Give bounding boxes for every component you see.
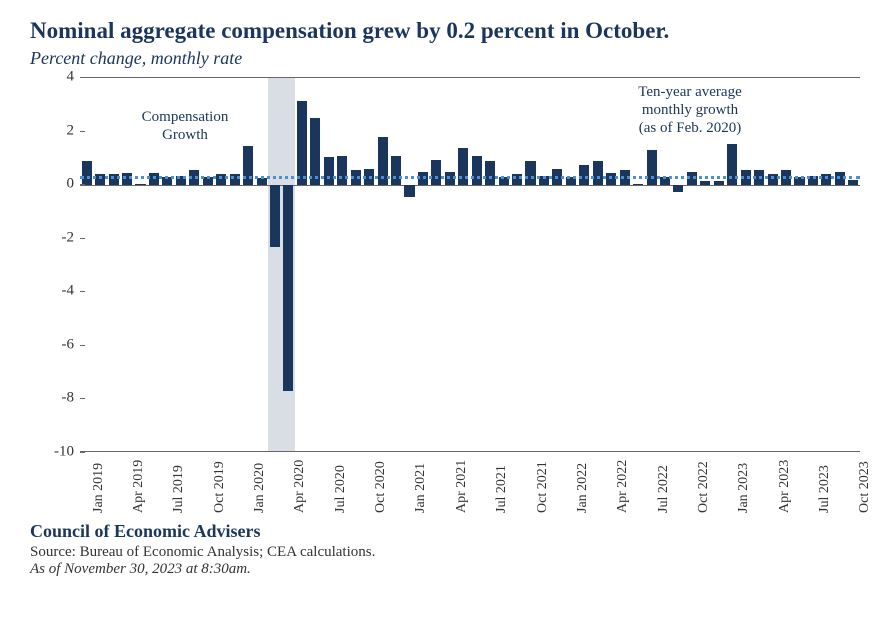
bar bbox=[673, 185, 683, 192]
bar bbox=[458, 148, 468, 186]
annotation-text: Compensation bbox=[142, 109, 229, 125]
bar bbox=[525, 161, 535, 185]
bar bbox=[297, 101, 307, 185]
y-tick-label: -6 bbox=[62, 336, 75, 353]
bar bbox=[283, 185, 293, 391]
x-tick-label: Apr 2019 bbox=[131, 460, 147, 513]
x-tick-label: Jul 2023 bbox=[817, 465, 833, 513]
x-tick-label: Jul 2022 bbox=[656, 465, 672, 513]
bar bbox=[431, 160, 441, 185]
y-tick-label: 0 bbox=[67, 176, 75, 193]
annotation-text: Growth bbox=[162, 127, 208, 143]
x-tick-label: Apr 2020 bbox=[292, 460, 308, 513]
x-tick-label: Apr 2022 bbox=[615, 460, 631, 513]
chart-subtitle: Percent change, monthly rate bbox=[30, 48, 865, 69]
y-tick-mark bbox=[80, 452, 85, 453]
bar bbox=[593, 161, 603, 185]
chart-area: -10-8-6-4-2024 Compensation Growth Ten-y… bbox=[30, 77, 865, 517]
chart-footer: Council of Economic Advisers Source: Bur… bbox=[30, 521, 865, 578]
x-tick-label: Jul 2019 bbox=[171, 465, 187, 513]
annotation-text: (as of Feb. 2020) bbox=[639, 120, 741, 136]
y-tick-mark bbox=[80, 398, 85, 399]
y-tick-mark bbox=[80, 291, 85, 292]
bar bbox=[391, 156, 401, 185]
x-tick-label: Jan 2019 bbox=[91, 463, 107, 513]
bar bbox=[485, 161, 495, 185]
y-tick-mark bbox=[80, 184, 85, 185]
bar bbox=[848, 180, 858, 185]
bar bbox=[472, 156, 482, 185]
bar bbox=[243, 146, 253, 185]
annotation-text: Ten-year average bbox=[638, 84, 741, 100]
y-tick-mark bbox=[80, 345, 85, 346]
zero-line bbox=[80, 185, 860, 186]
x-tick-label: Jan 2020 bbox=[252, 463, 268, 513]
y-tick-mark bbox=[80, 131, 85, 132]
bar bbox=[700, 181, 710, 185]
x-tick-label: Apr 2021 bbox=[454, 460, 470, 513]
plot-area: Compensation Growth Ten-year average mon… bbox=[80, 77, 860, 452]
x-tick-label: Oct 2019 bbox=[212, 461, 228, 513]
bar bbox=[727, 144, 737, 186]
annotation-text: monthly growth bbox=[642, 102, 738, 118]
bar bbox=[82, 161, 92, 185]
x-tick-label: Apr 2023 bbox=[777, 460, 793, 513]
bar bbox=[633, 184, 643, 185]
x-tick-label: Jul 2020 bbox=[333, 465, 349, 513]
x-tick-label: Jan 2023 bbox=[736, 463, 752, 513]
y-tick-label: -2 bbox=[62, 229, 75, 246]
bar bbox=[257, 178, 267, 185]
y-tick-label: -8 bbox=[62, 390, 75, 407]
bar bbox=[135, 184, 145, 185]
x-tick-label: Oct 2023 bbox=[857, 461, 873, 513]
y-axis-ticks: -10-8-6-4-2024 bbox=[30, 77, 80, 452]
y-tick-label: 2 bbox=[67, 122, 75, 139]
footer-date: As of November 30, 2023 at 8:30am. bbox=[30, 561, 865, 578]
x-tick-label: Jan 2021 bbox=[413, 463, 429, 513]
y-tick-label: -4 bbox=[62, 283, 75, 300]
bar bbox=[337, 156, 347, 185]
bar bbox=[714, 181, 724, 185]
y-tick-label: -10 bbox=[54, 444, 74, 461]
x-tick-label: Oct 2021 bbox=[535, 461, 551, 513]
x-tick-label: Oct 2022 bbox=[696, 461, 712, 513]
x-axis-labels: Jan 2019 Apr 2019 Jul 2019 Oct 2019 Jan 2020… bbox=[80, 457, 860, 517]
footer-source: Source: Bureau of Economic Analysis; CEA… bbox=[30, 544, 865, 561]
annotation-ten-year-avg: Ten-year average monthly growth (as of F… bbox=[610, 83, 770, 137]
y-tick-mark bbox=[80, 77, 85, 78]
x-tick-label: Jan 2022 bbox=[575, 463, 591, 513]
y-tick-mark bbox=[80, 238, 85, 239]
bar bbox=[647, 150, 657, 185]
chart-title: Nominal aggregate compensation grew by 0… bbox=[30, 18, 865, 44]
bar bbox=[324, 157, 334, 185]
x-tick-label: Oct 2020 bbox=[373, 461, 389, 513]
x-tick-label: Jul 2021 bbox=[494, 465, 510, 513]
footer-organization: Council of Economic Advisers bbox=[30, 521, 865, 542]
bar bbox=[270, 185, 280, 247]
annotation-compensation-growth: Compensation Growth bbox=[120, 108, 250, 144]
ten-year-avg-line bbox=[80, 176, 860, 179]
bar bbox=[404, 185, 414, 197]
y-tick-label: 4 bbox=[67, 69, 75, 86]
